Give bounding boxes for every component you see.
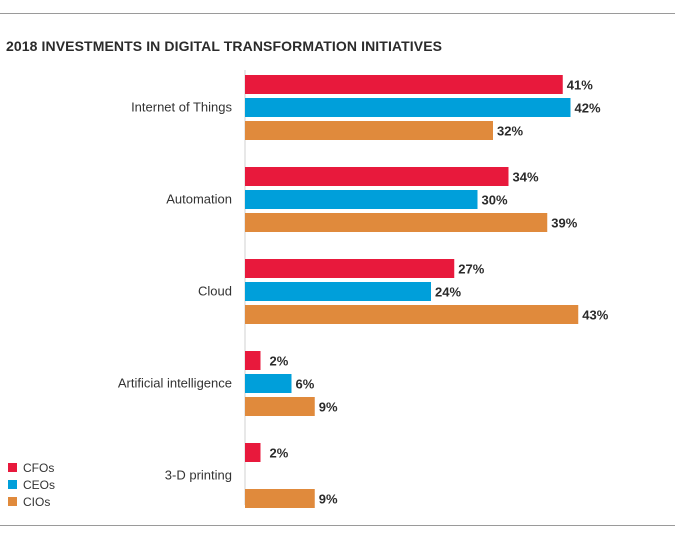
legend-label-cfos: CFOs <box>23 460 55 475</box>
category-label: Automation <box>166 192 232 207</box>
data-label: 27% <box>458 262 484 277</box>
legend-swatch-cfos <box>8 463 17 472</box>
bar-ceos <box>245 282 431 301</box>
data-label: 2% <box>270 446 289 461</box>
legend-swatch-ceos <box>8 480 17 489</box>
legend-label-cios: CIOs <box>23 494 51 509</box>
bar-cfos <box>245 443 261 462</box>
data-label: 9% <box>319 400 338 415</box>
bar-cios <box>245 305 579 324</box>
chart-title: 2018 INVESTMENTS IN DIGITAL TRANSFORMATI… <box>6 38 443 54</box>
bar-cfos <box>245 259 455 278</box>
top-rule <box>0 13 675 14</box>
data-label: 39% <box>551 216 577 231</box>
category-label: 3-D printing <box>165 468 232 483</box>
bottom-rule <box>0 525 675 526</box>
data-label: 6% <box>296 377 315 392</box>
data-label: 34% <box>513 170 539 185</box>
bar-ceos <box>245 190 478 209</box>
data-label: 2% <box>270 354 289 369</box>
bar-cios <box>245 489 315 508</box>
legend: CFOs CEOs CIOs <box>8 459 55 510</box>
bar-ceos <box>245 98 571 117</box>
data-label: 42% <box>575 101 601 116</box>
legend-item-cfos: CFOs <box>8 459 55 476</box>
legend-item-cios: CIOs <box>8 493 55 510</box>
data-label: 30% <box>482 193 508 208</box>
bar-cios <box>245 397 315 416</box>
data-label: 43% <box>582 308 608 323</box>
data-label: 24% <box>435 285 461 300</box>
category-label: Cloud <box>198 284 232 299</box>
data-label: 9% <box>319 492 338 507</box>
bar-cios <box>245 121 493 140</box>
data-label: 32% <box>497 124 523 139</box>
bar-ceos <box>245 374 292 393</box>
bar-cfos <box>245 351 261 370</box>
legend-label-ceos: CEOs <box>23 477 56 492</box>
bar-cios <box>245 213 548 232</box>
category-label: Artificial intelligence <box>118 376 232 391</box>
bar-cfos <box>245 167 509 186</box>
category-label: Internet of Things <box>131 100 232 115</box>
legend-swatch-cios <box>8 497 17 506</box>
legend-item-ceos: CEOs <box>8 476 55 493</box>
bar-cfos <box>245 75 563 94</box>
data-label: 41% <box>567 78 593 93</box>
